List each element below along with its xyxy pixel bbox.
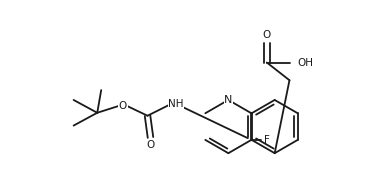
Text: OH: OH — [297, 57, 314, 68]
Text: N: N — [224, 95, 233, 105]
Text: O: O — [263, 30, 271, 40]
Text: O: O — [146, 140, 155, 150]
Text: NH: NH — [169, 99, 184, 109]
Text: O: O — [119, 101, 127, 111]
Text: F: F — [265, 135, 270, 145]
